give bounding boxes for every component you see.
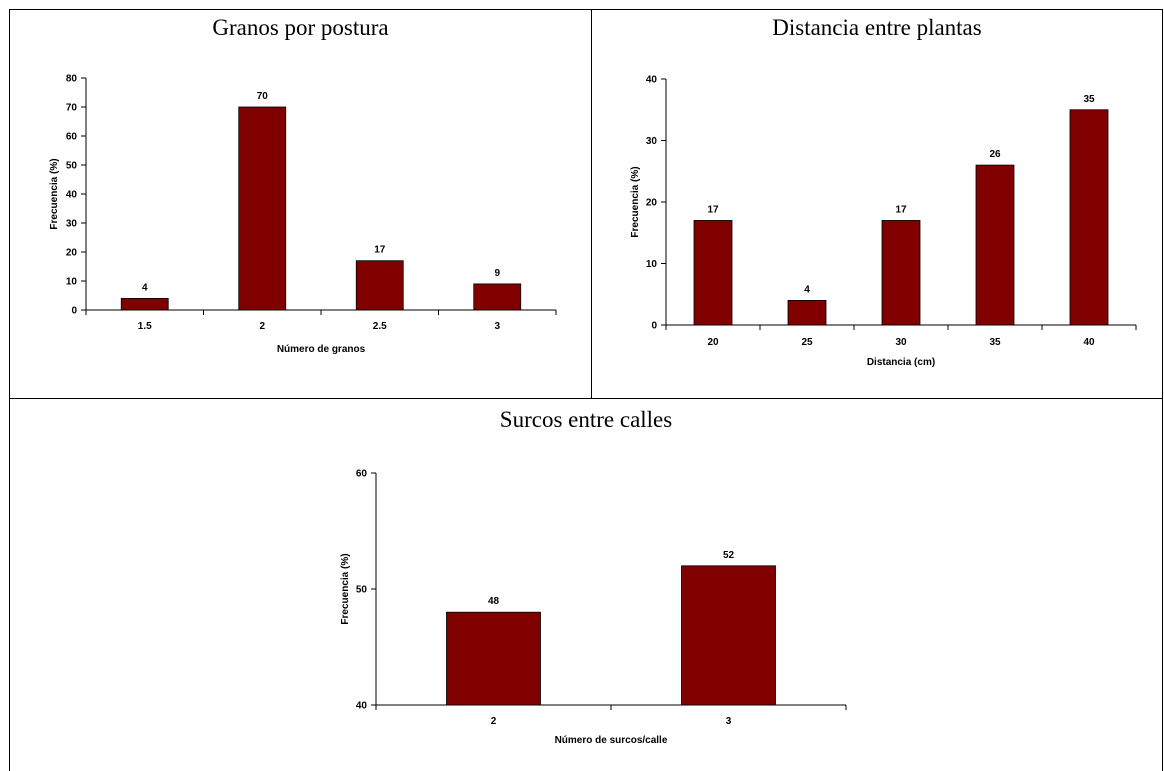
bar [120, 297, 169, 311]
y-axis-label: Frecuencia (%) [630, 166, 641, 237]
y-tick-label: 70 [66, 103, 78, 114]
data-label: 52 [723, 550, 735, 561]
data-label: 4 [804, 284, 810, 295]
y-tick-label: 10 [646, 259, 658, 270]
x-tick-label: 1.5 [138, 321, 152, 332]
y-tick-label: 10 [66, 277, 78, 288]
chart-title: Distancia entre plantas [772, 15, 982, 40]
x-tick-label: 35 [989, 337, 1001, 348]
y-tick-label: 20 [646, 198, 658, 209]
data-label: 70 [257, 91, 269, 102]
x-tick-label: 20 [707, 337, 719, 348]
data-label: 17 [374, 245, 386, 256]
bar [355, 260, 404, 311]
panel-granos-por-postura: Granos por postura [10, 10, 591, 398]
y-tick-label: 0 [71, 306, 77, 317]
panel-surcos-entre-calles: Surcos entre calles [10, 399, 1162, 771]
x-axis-label: Número de granos [277, 344, 366, 355]
y-tick-label: 40 [66, 190, 78, 201]
y-tick-label: 30 [66, 219, 78, 230]
y-tick-label: 80 [66, 74, 78, 85]
y-tick-label: 60 [66, 132, 78, 143]
frame-middle-divider [9, 398, 1163, 399]
y-tick-label: 50 [356, 585, 368, 596]
bar [787, 299, 827, 326]
bar [238, 106, 287, 311]
frame-vertical-divider [591, 9, 592, 398]
y-tick-label: 40 [646, 75, 658, 86]
bar [881, 220, 921, 326]
x-tick-label: 25 [801, 337, 813, 348]
frame-right [1162, 9, 1163, 771]
x-tick-label: 30 [895, 337, 907, 348]
y-tick-label: 0 [651, 321, 657, 332]
x-tick-label: 2.5 [373, 321, 387, 332]
data-label: 9 [494, 268, 500, 279]
chart-title: Granos por postura [212, 15, 389, 40]
x-axis-label: Distancia (cm) [867, 357, 935, 368]
x-tick-label: 3 [494, 321, 500, 332]
data-label: 17 [707, 204, 719, 215]
y-tick-label: 20 [66, 248, 78, 259]
data-label: 35 [1083, 94, 1095, 105]
x-tick-label: 2 [259, 321, 265, 332]
x-tick-label: 40 [1083, 337, 1095, 348]
x-axis-label: Número de surcos/calle [555, 735, 668, 746]
data-label: 26 [989, 149, 1001, 160]
y-tick-label: 40 [356, 701, 368, 712]
data-label: 4 [142, 282, 148, 293]
x-tick-label: 2 [491, 716, 497, 727]
y-tick-label: 30 [646, 136, 658, 147]
chart-title: Surcos entre calles [499, 407, 673, 432]
frame-left [9, 9, 10, 771]
bar [693, 220, 733, 326]
y-tick-label: 50 [66, 161, 78, 172]
x-tick-label: 3 [726, 716, 732, 727]
bar [446, 611, 541, 706]
frame-top [9, 9, 1163, 10]
bar [681, 565, 776, 706]
y-tick-label: 60 [356, 469, 368, 480]
bar [975, 164, 1015, 326]
y-axis-label: Frecuencia (%) [49, 158, 60, 229]
bar [1069, 109, 1109, 326]
panel-distancia-entre-plantas: Distancia entre plantas [592, 10, 1162, 398]
bar [473, 283, 522, 311]
y-axis-label: Frecuencia (%) [340, 553, 351, 624]
data-label: 48 [488, 596, 500, 607]
data-label: 17 [895, 204, 907, 215]
